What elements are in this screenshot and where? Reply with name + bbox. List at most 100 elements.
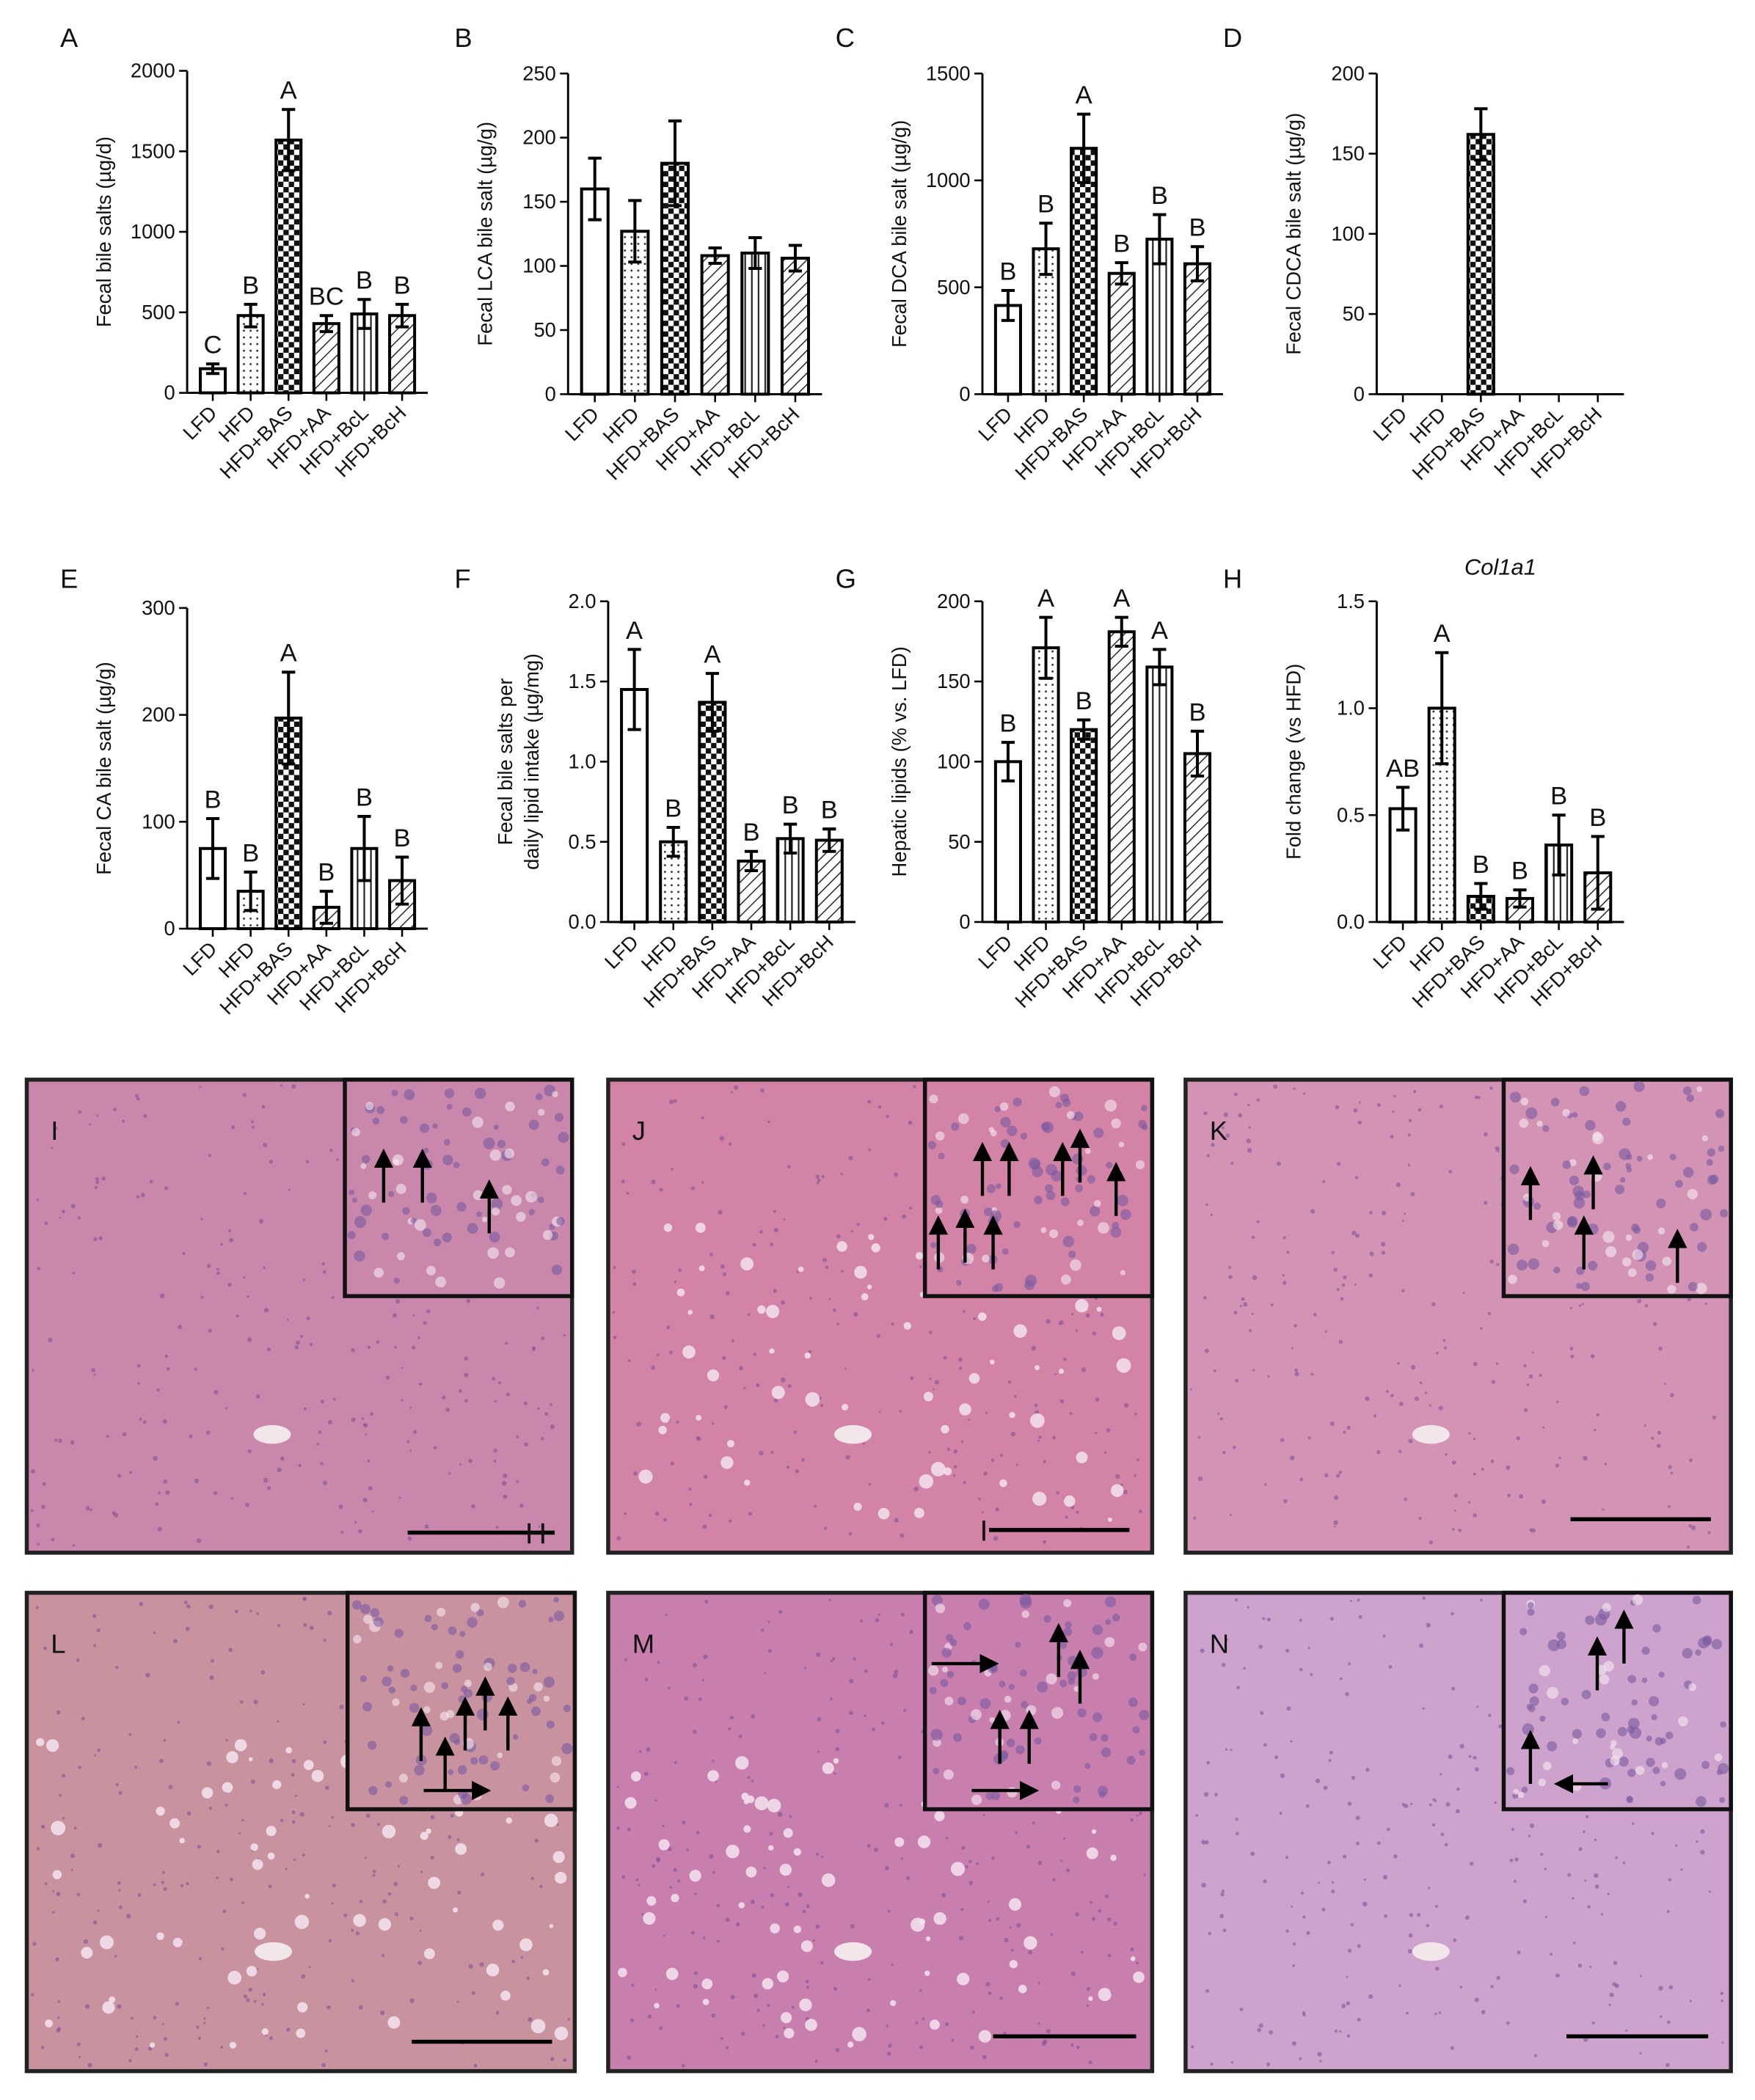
nucleus: [1220, 1892, 1225, 1897]
nucleus: [752, 1243, 756, 1247]
nucleus: [1506, 1465, 1511, 1470]
nucleus: [1302, 2013, 1306, 2017]
nucleus: [849, 1678, 854, 1683]
nucleus: [1197, 1435, 1201, 1439]
nucleus: [339, 1705, 344, 1710]
nucleus: [1680, 1868, 1683, 1871]
inset-cell: [1569, 1175, 1580, 1185]
micrograph: L: [24, 1590, 577, 2074]
inset-cell: [398, 1774, 408, 1783]
inset-cell: [551, 1756, 562, 1766]
inset-cell: [372, 1117, 380, 1125]
inset-cell: [1714, 1753, 1723, 1762]
inset-cell: [971, 1794, 982, 1805]
nucleus: [831, 1657, 836, 1661]
y-tick-label: 50: [533, 318, 555, 341]
nucleus: [1238, 1113, 1243, 1118]
inset-cell: [1585, 1615, 1595, 1625]
nucleus: [651, 1179, 656, 1185]
nucleus: [1488, 1713, 1492, 1717]
vacuole: [303, 1760, 314, 1771]
inset-cell: [931, 1595, 943, 1606]
nucleus: [887, 2043, 892, 2048]
inset-cell: [935, 1603, 946, 1614]
nucleus: [711, 1422, 715, 1425]
nucleus: [466, 1298, 471, 1303]
vacuole: [36, 1738, 45, 1746]
nucleus: [878, 1613, 880, 1616]
nucleus: [1438, 2011, 1442, 2014]
nucleus: [229, 1237, 234, 1243]
micrograph: N: [1183, 1590, 1733, 2074]
nucleus: [894, 1669, 899, 1675]
inset-cell: [555, 1166, 565, 1175]
nucleus: [1069, 1411, 1073, 1415]
nucleus: [676, 1879, 681, 1883]
significance-letter: A: [1037, 585, 1055, 612]
nucleus: [803, 1667, 807, 1669]
nucleus: [1247, 1147, 1252, 1153]
inset-cell: [1076, 1667, 1087, 1678]
nucleus: [751, 1779, 754, 1783]
significance-letter: BC: [309, 283, 344, 311]
nucleus: [806, 1904, 810, 1909]
nucleus: [1614, 1983, 1619, 1989]
nucleus: [1075, 1912, 1079, 1917]
error-bar: [1039, 615, 1053, 680]
inset-cell: [1048, 1086, 1060, 1097]
nucleus: [331, 1902, 334, 1905]
nucleus: [1451, 1528, 1455, 1531]
nucleus: [81, 1716, 85, 1721]
nucleus: [1070, 1971, 1076, 1977]
nucleus: [1310, 1372, 1314, 1376]
nucleus: [1453, 1509, 1456, 1512]
nucleus: [1247, 1606, 1249, 1609]
inset-cell: [1517, 1259, 1528, 1271]
nucleus: [381, 1953, 385, 1958]
nucleus: [1567, 1873, 1572, 1877]
nucleus: [59, 1793, 62, 1797]
inset-cell: [532, 1669, 538, 1675]
inset-cell: [1104, 1100, 1117, 1112]
nucleus: [332, 1397, 336, 1401]
nucleus: [1450, 2046, 1455, 2050]
inset-cell: [1682, 1647, 1693, 1659]
vacuole: [800, 1940, 813, 1953]
nucleus: [1381, 1251, 1386, 1255]
y-axis-label: Hepatic lipids (% vs. LFD): [888, 646, 911, 877]
nucleus: [953, 1465, 957, 1469]
nucleus: [40, 1504, 45, 1510]
nucleus: [848, 1532, 853, 1536]
nucleus: [965, 1865, 968, 1869]
inset-cell: [1675, 1179, 1683, 1188]
inset-cell: [1024, 1280, 1035, 1290]
inset-cell: [476, 1211, 482, 1218]
nucleus: [266, 1347, 271, 1352]
nucleus: [1104, 1894, 1109, 1899]
nucleus: [531, 1347, 536, 1351]
bar: [1183, 262, 1212, 396]
nucleus: [712, 1760, 715, 1763]
nucleus: [1317, 1881, 1320, 1884]
nucleus: [1408, 1119, 1412, 1123]
nucleus: [376, 1340, 380, 1344]
nucleus: [1243, 1302, 1248, 1307]
vessel: [255, 1942, 293, 1961]
nucleus: [1507, 1493, 1511, 1498]
nucleus: [1333, 1495, 1339, 1500]
nucleus: [1317, 2052, 1322, 2057]
nucleus: [902, 1708, 907, 1712]
vacuole: [201, 1787, 214, 1799]
inset-cell: [1695, 1649, 1701, 1656]
inset-cell: [446, 1103, 453, 1110]
x-tick-label: LFD: [1368, 403, 1411, 445]
nucleus: [886, 1114, 889, 1119]
nucleus: [277, 1624, 281, 1628]
vacuole: [1108, 1517, 1112, 1522]
inset-cell: [1603, 1163, 1611, 1171]
bar: [814, 838, 844, 923]
nucleus: [40, 2046, 45, 2049]
nucleus: [321, 1262, 326, 1266]
